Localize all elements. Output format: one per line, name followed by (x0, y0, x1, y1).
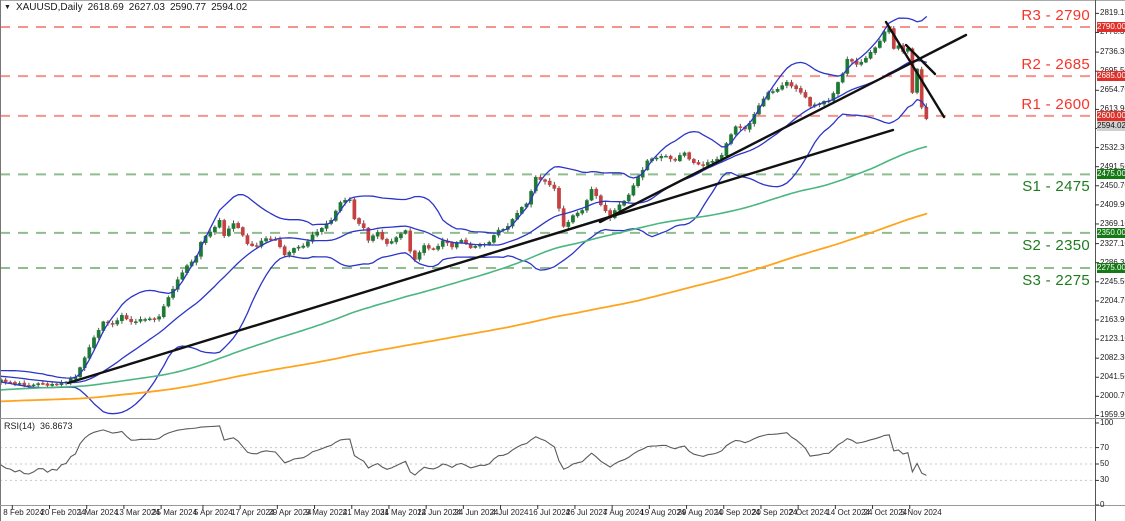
support-price-flag: 2475.00 (1097, 169, 1125, 180)
date-tick-label: 12 Jun 2024 (417, 508, 462, 517)
resistance-price-flag: 2685.00 (1097, 71, 1125, 82)
date-tick-label: 25 Mar 2024 (152, 508, 198, 517)
date-tick-label: 8 Feb 2024 (3, 508, 44, 517)
price-tick-label: 2163.90 (1100, 314, 1125, 324)
price-tick-label: 2409.90 (1100, 199, 1125, 209)
rsi-tick-label: 100 (1100, 418, 1114, 427)
date-tick-label: 16 Jul 2024 (528, 508, 571, 517)
price-tick-label: 2532.30 (1100, 142, 1125, 152)
support-price-flag: 2275.00 (1097, 262, 1125, 273)
chart-header: ▼ XAUUSD,Daily 2618.69 2627.03 2590.77 2… (4, 2, 247, 13)
resistance-price-flag: 2790.00 (1097, 22, 1125, 32)
date-tick-label: 13 Mar 2024 (114, 508, 160, 517)
date-tick-label: 2 Oct 2024 (789, 508, 829, 517)
date-tick-label: 7 Aug 2024 (603, 508, 644, 517)
ohlc-open-value: 2618.69 (87, 2, 124, 13)
date-tick-label: 24 Jun 2024 (454, 508, 499, 517)
price-tick-label: 2286.30 (1100, 258, 1125, 267)
rsi-tick-label: 70 (1100, 442, 1109, 452)
collapse-chevron-icon[interactable]: ▼ (4, 4, 11, 11)
price-tick-label: 2613.90 (1100, 104, 1125, 114)
resistance-label-r2[interactable]: R2 - 2685 (1021, 56, 1090, 74)
date-tick-label: 31 May 2024 (379, 508, 427, 517)
price-axis[interactable]: 2819.102778.302736.302695.502654.702613.… (1097, 0, 1125, 521)
date-tick-label: 9 May 2024 (305, 508, 348, 517)
resistance-label-r3[interactable]: R3 - 2790 (1021, 7, 1090, 24)
price-tick-label: 2695.50 (1100, 67, 1125, 75)
date-tick-label: 4 Jul 2024 (491, 508, 529, 517)
rsi-indicator-header: RSI(14) 36.8673 (4, 421, 73, 431)
date-tick-label: 29 Aug 2024 (677, 508, 723, 517)
price-tick-label: 2082.30 (1100, 353, 1125, 363)
price-tick-label: 2041.50 (1100, 372, 1125, 382)
ohlc-low-value: 2590.77 (169, 2, 207, 13)
price-tick-label: 2245.50 (1100, 276, 1125, 286)
date-tick-label: 21 May 2024 (342, 508, 390, 517)
resistance-label-r1[interactable]: R1 - 2600 (1021, 95, 1090, 113)
price-tick-label: 2654.70 (1100, 85, 1125, 95)
price-tick-label: 2819.10 (1100, 8, 1125, 18)
date-tick-label: 5 Apr 2024 (193, 508, 233, 517)
price-tick-label: 2204.70 (1100, 295, 1125, 305)
resistance-price-flag: 2600.00 (1097, 110, 1125, 121)
support-price-flag: 2350.00 (1097, 227, 1125, 238)
price-tick-label: 2450.70 (1100, 180, 1125, 190)
ohlc-high-value: 2627.03 (128, 2, 165, 13)
price-tick-label: 2000.70 (1100, 391, 1125, 401)
date-tick-label: 24 Oct 2024 (863, 508, 908, 517)
support-label-s1[interactable]: S1 - 2475 (1022, 178, 1090, 196)
date-tick-label: 19 Aug 2024 (640, 508, 686, 517)
date-tick-label: 5 Nov 2024 (900, 508, 942, 517)
date-tick-label: 29 Apr 2024 (268, 508, 312, 517)
date-tick-label: 26 Jul 2024 (565, 508, 608, 517)
price-tick-label: 2736.30 (1100, 47, 1125, 57)
price-tick-label: 1959.90 (1100, 410, 1125, 420)
support-label-s2[interactable]: S2 - 2350 (1022, 236, 1090, 254)
rsi-name-label: RSI(14) (4, 421, 36, 431)
date-tick-label: 1 Mar 2024 (77, 508, 119, 517)
rsi-tick-label: 50 (1100, 459, 1109, 468)
rsi-value-label: 36.8673 (40, 421, 73, 431)
current-bid-price-flag: 2594.02 (1097, 120, 1125, 131)
date-tick-label: 14 Oct 2024 (826, 508, 870, 517)
date-tick-label: 20 Sep 2024 (751, 508, 798, 517)
price-tick-label: 2123.10 (1100, 334, 1125, 344)
date-tick-label: 10 Sep 2024 (714, 508, 761, 517)
price-tick-label: 2369.10 (1100, 218, 1125, 228)
price-tick-label: 2491.50 (1100, 161, 1125, 171)
symbol-timeframe-label: XAUUSD,Daily (15, 2, 83, 13)
rsi-tick-label: 0 (1100, 500, 1105, 509)
date-tick-label: 17 Apr 2024 (231, 508, 275, 517)
support-label-s3[interactable]: S3 - 2275 (1022, 271, 1090, 289)
price-tick-label: 2327.10 (1100, 238, 1125, 248)
rsi-tick-label: 30 (1100, 475, 1109, 485)
date-tick-label: 20 Feb 2024 (40, 508, 86, 517)
ohlc-close-value: 2594.02 (211, 2, 248, 13)
